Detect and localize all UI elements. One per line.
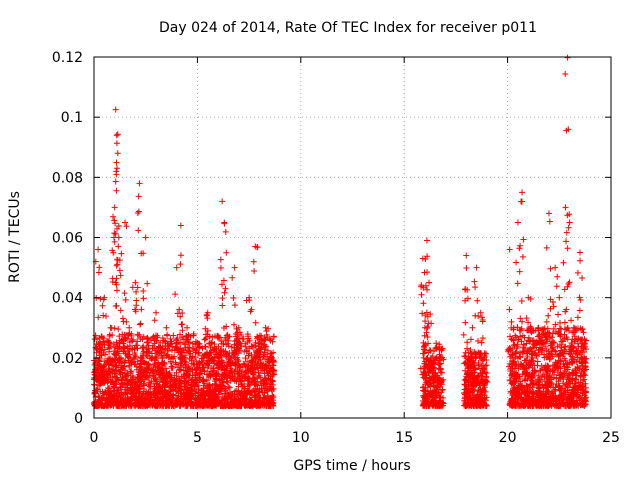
data-point <box>195 394 202 401</box>
data-point <box>167 335 174 342</box>
data-point <box>91 381 98 388</box>
data-point <box>112 344 119 351</box>
data-point <box>226 384 233 391</box>
x-axis-label: GPS time / hours <box>293 458 410 474</box>
data-point <box>172 380 179 387</box>
y-tick-label: 0.08 <box>52 170 83 186</box>
data-point <box>193 347 200 354</box>
data-point <box>258 333 265 340</box>
y-tick-label: 0.02 <box>52 351 83 367</box>
data-point <box>93 349 100 356</box>
data-point <box>242 343 249 350</box>
data-point <box>163 353 170 360</box>
data-point <box>179 334 186 341</box>
data-point <box>168 359 175 366</box>
y-tick-label: 0.06 <box>52 231 83 247</box>
data-point <box>170 332 177 339</box>
data-point <box>242 355 249 362</box>
data-point <box>186 339 193 346</box>
y-axis-label: ROTI / TECUs <box>7 191 23 283</box>
data-point <box>159 335 166 342</box>
x-tick-label: 20 <box>499 430 517 446</box>
data-point <box>270 333 277 340</box>
chart-title: Day 024 of 2014, Rate Of TEC Index for r… <box>159 20 537 36</box>
data-point <box>211 378 218 385</box>
data-point <box>206 349 213 356</box>
x-tick-label: 0 <box>90 430 99 446</box>
data-point <box>99 388 106 395</box>
x-tick-label: 15 <box>395 430 413 446</box>
x-tick-label: 5 <box>193 430 202 446</box>
data-point <box>189 345 196 352</box>
y-tick-label: 0.04 <box>52 291 83 307</box>
x-tick-label: 25 <box>602 430 620 446</box>
grid-lines <box>94 57 611 418</box>
data-point <box>240 336 247 343</box>
data-point <box>106 339 113 346</box>
x-tick-label: 10 <box>292 430 310 446</box>
data-point <box>209 334 216 341</box>
data-point <box>137 335 144 342</box>
y-tick-label: 0.1 <box>61 110 83 126</box>
data-point <box>119 331 126 338</box>
data-point <box>202 343 209 350</box>
y-tick-label: 0.12 <box>52 50 83 66</box>
data-points <box>91 54 590 409</box>
data-point <box>251 363 258 370</box>
y-tick-label: 0 <box>74 411 83 427</box>
